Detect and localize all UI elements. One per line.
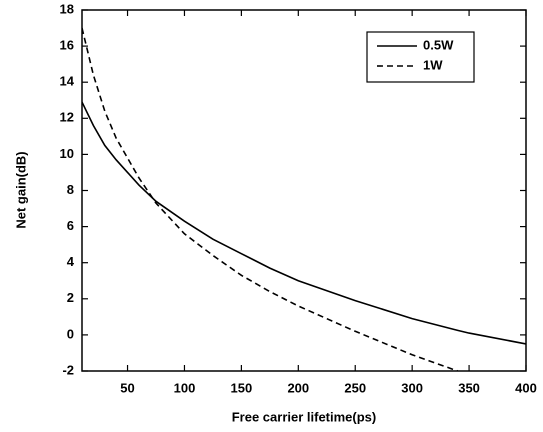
x-tick-label: 50 (120, 380, 134, 395)
y-tick-label: 14 (60, 74, 75, 89)
legend-box (366, 31, 475, 83)
y-tick-label: 6 (67, 218, 74, 233)
y-tick-label: 18 (60, 1, 74, 16)
x-tick-label: 350 (458, 380, 480, 395)
y-tick-label: 4 (67, 254, 75, 269)
y-tick-label: 0 (67, 326, 74, 341)
x-tick-label: 400 (515, 380, 537, 395)
x-tick-label: 150 (231, 380, 253, 395)
y-tick-label: -2 (62, 362, 74, 377)
x-axis-label: Free carrier lifetime(ps) (232, 409, 377, 424)
series-line (82, 27, 458, 371)
y-tick-label: 10 (60, 146, 74, 161)
y-tick-label: 8 (67, 182, 74, 197)
legend-label: 1W (423, 57, 443, 72)
series-line (82, 101, 526, 345)
x-tick-label: 200 (287, 380, 309, 395)
x-tick-label: 100 (174, 380, 196, 395)
y-axis-label: Net gain(dB) (13, 151, 28, 228)
y-tick-label: 12 (60, 110, 74, 125)
y-tick-label: 2 (67, 290, 74, 305)
x-tick-label: 250 (344, 380, 366, 395)
x-tick-label: 300 (401, 380, 423, 395)
legend-label: 0.5W (423, 37, 454, 52)
y-tick-label: 16 (60, 38, 74, 53)
